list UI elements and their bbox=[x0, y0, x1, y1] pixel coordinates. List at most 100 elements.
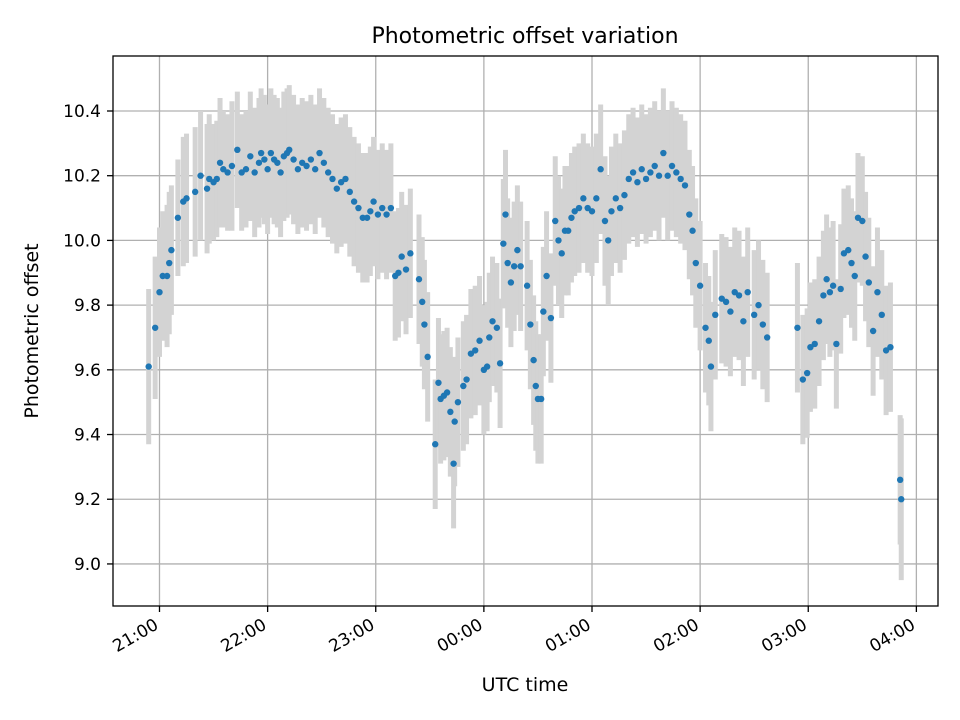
data-point bbox=[286, 146, 293, 154]
data-point bbox=[387, 204, 395, 212]
data-point bbox=[460, 382, 467, 390]
data-point bbox=[588, 208, 596, 215]
x-tick-label: 03:00 bbox=[758, 615, 810, 657]
data-point bbox=[447, 408, 454, 416]
data-point bbox=[601, 217, 609, 225]
x-tick-label: 23:00 bbox=[326, 615, 378, 657]
axes-frame bbox=[112, 55, 939, 607]
data-point bbox=[183, 195, 190, 202]
data-point bbox=[294, 166, 302, 173]
data-point bbox=[197, 172, 204, 179]
data-point bbox=[616, 204, 624, 212]
y-tick-label: 9.2 bbox=[74, 490, 101, 510]
data-point bbox=[320, 159, 328, 166]
data-point bbox=[454, 398, 462, 406]
y-tick-label: 10.0 bbox=[63, 231, 101, 251]
data-point bbox=[829, 282, 837, 289]
data-point bbox=[443, 389, 451, 396]
data-point bbox=[507, 279, 515, 286]
data-point bbox=[329, 175, 336, 183]
data-point bbox=[677, 175, 684, 183]
data-point bbox=[547, 314, 555, 322]
data-point bbox=[568, 214, 575, 221]
data-point bbox=[316, 149, 323, 157]
data-point bbox=[712, 311, 719, 319]
x-tick-label: 00:00 bbox=[434, 615, 486, 657]
data-point bbox=[402, 266, 410, 273]
data-point bbox=[612, 195, 619, 202]
data-point bbox=[166, 259, 173, 267]
data-point bbox=[203, 185, 211, 192]
data-point bbox=[552, 217, 559, 225]
data-point bbox=[476, 337, 483, 344]
data-point bbox=[374, 211, 382, 218]
data-point bbox=[267, 149, 275, 157]
data-point bbox=[608, 208, 615, 215]
data-point bbox=[530, 356, 537, 364]
data-point bbox=[421, 321, 428, 328]
data-point bbox=[145, 363, 152, 370]
data-point bbox=[727, 308, 734, 315]
data-point bbox=[257, 149, 265, 157]
data-point bbox=[527, 321, 534, 328]
data-point bbox=[247, 153, 254, 160]
data-point bbox=[395, 269, 402, 276]
data-point bbox=[486, 334, 493, 341]
data-point bbox=[370, 198, 377, 205]
data-point bbox=[597, 166, 604, 173]
data-point bbox=[740, 318, 747, 325]
data-point bbox=[307, 156, 315, 163]
data-point bbox=[763, 334, 771, 341]
data-point bbox=[355, 204, 362, 212]
data-point bbox=[415, 276, 423, 283]
y-tick-label: 9.0 bbox=[74, 555, 101, 575]
data-point bbox=[472, 347, 479, 354]
y-tick-label: 10.4 bbox=[63, 102, 101, 122]
data-point bbox=[651, 162, 658, 170]
data-point bbox=[383, 211, 390, 218]
data-point bbox=[823, 276, 830, 283]
data-point bbox=[896, 476, 904, 484]
data-point bbox=[398, 253, 405, 260]
data-point bbox=[532, 382, 539, 390]
data-point bbox=[647, 169, 654, 176]
data-point bbox=[755, 301, 762, 309]
data-point bbox=[826, 288, 834, 296]
plot-area: 21:00 22:00 23:00 00:00 01:00 02:00 03:00 04:00… bbox=[63, 55, 939, 657]
data-point bbox=[702, 324, 709, 331]
data-point bbox=[367, 208, 374, 215]
data-point bbox=[696, 282, 704, 289]
data-point bbox=[255, 159, 263, 166]
data-point bbox=[451, 418, 458, 425]
x-tick-label: 22:00 bbox=[218, 615, 270, 657]
data-point bbox=[261, 156, 268, 163]
data-point bbox=[851, 272, 858, 280]
data-point bbox=[450, 460, 457, 467]
data-point bbox=[483, 363, 491, 370]
data-point bbox=[673, 169, 680, 176]
data-point bbox=[174, 214, 182, 221]
data-point bbox=[642, 175, 650, 183]
data-point bbox=[750, 311, 758, 319]
data-point bbox=[686, 211, 693, 218]
data-point bbox=[435, 379, 442, 386]
data-point bbox=[407, 250, 414, 257]
data-point bbox=[815, 318, 823, 325]
data-point bbox=[845, 246, 852, 254]
data-point bbox=[887, 343, 894, 351]
data-point bbox=[634, 178, 641, 186]
data-point bbox=[593, 195, 600, 202]
data-point bbox=[837, 285, 844, 293]
data-point bbox=[692, 259, 699, 267]
y-tick-label: 9.6 bbox=[74, 361, 101, 381]
data-point bbox=[735, 292, 743, 299]
y-axis-label: Photometric offset bbox=[21, 243, 43, 418]
data-point bbox=[664, 172, 671, 179]
data-point bbox=[363, 214, 371, 221]
data-point bbox=[878, 311, 885, 319]
data-point bbox=[555, 237, 562, 244]
x-tick-label: 04:00 bbox=[866, 615, 918, 657]
data-point bbox=[848, 259, 855, 267]
data-point bbox=[540, 308, 547, 315]
